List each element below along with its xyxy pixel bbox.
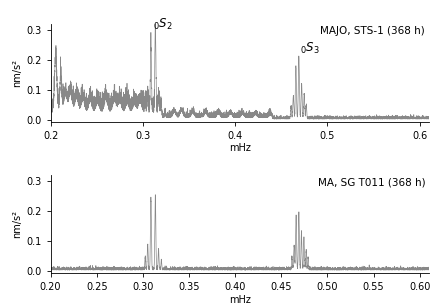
X-axis label: mHz: mHz [229,144,251,154]
Text: $_0S_3$: $_0S_3$ [300,41,320,56]
Y-axis label: nm/s²: nm/s² [12,210,22,238]
Y-axis label: nm/s²: nm/s² [12,59,22,87]
X-axis label: mHz: mHz [229,295,251,303]
Text: $_0S_2$: $_0S_2$ [153,17,172,32]
Text: MAJO, STS-1 (368 h): MAJO, STS-1 (368 h) [320,26,425,36]
Text: MA, SG T011 (368 h): MA, SG T011 (368 h) [318,177,425,187]
